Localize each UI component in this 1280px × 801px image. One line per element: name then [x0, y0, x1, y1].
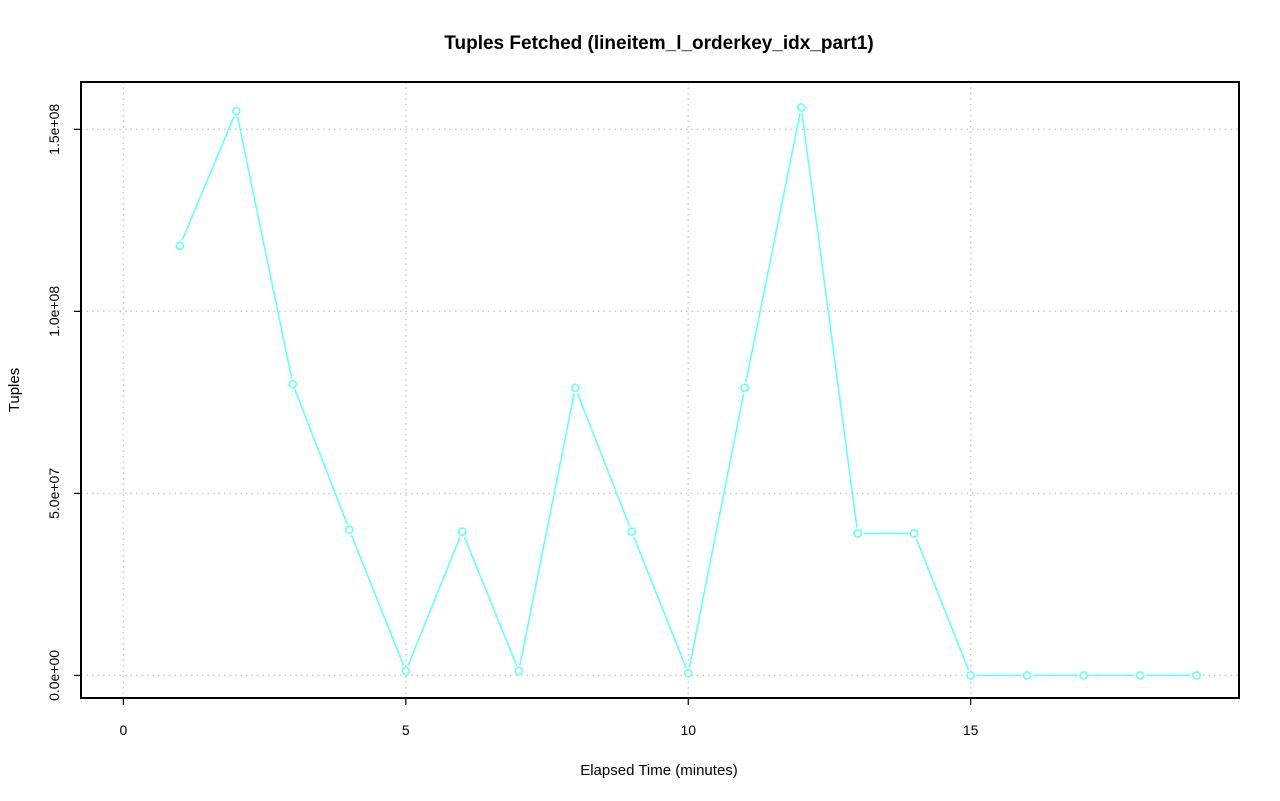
data-point-12: [853, 529, 863, 538]
data-point-15: [1022, 671, 1032, 680]
data-point-16: [1079, 671, 1089, 680]
x-tick-label: 15: [963, 722, 979, 738]
y-tick-label: 1.0e+08: [46, 286, 62, 337]
data-point-3: [344, 525, 354, 535]
plot-frame: [80, 81, 1240, 699]
data-point-4: [401, 666, 411, 676]
y-tick-label: 5.0e+07: [46, 468, 62, 519]
series: [175, 103, 1202, 680]
data-point-13: [909, 529, 919, 538]
y-tick-label: 1.5e+08: [46, 104, 62, 155]
data-point-9: [683, 668, 693, 678]
grid: [81, 82, 1239, 698]
data-point-14: [966, 671, 976, 680]
data-point-11: [796, 103, 806, 112]
data-point-17: [1135, 671, 1145, 680]
y-tick-label: 0.0e+00: [46, 650, 62, 701]
data-point-6: [514, 666, 524, 676]
x-axis-label: Elapsed Time (minutes): [580, 762, 738, 779]
data-point-18: [1192, 671, 1202, 680]
data-point-2: [288, 379, 298, 389]
chart-title: Tuples Fetched (lineitem_l_orderkey_idx_…: [444, 33, 873, 54]
data-point-5: [457, 527, 467, 537]
data-point-1: [231, 106, 241, 116]
series-line: [181, 113, 1191, 677]
x-tick-label: 10: [680, 722, 696, 738]
x-axis: 0 5 10 15: [119, 698, 979, 738]
y-axis-label: Tuples: [6, 368, 23, 412]
data-point-0: [175, 241, 185, 251]
x-tick-label: 0: [119, 722, 127, 738]
data-point-10: [740, 383, 750, 393]
data-point-7: [570, 383, 580, 393]
x-tick-label: 5: [402, 722, 410, 738]
y-axis: 0.0e+00 5.0e+07 1.0e+08 1.5e+08: [46, 104, 81, 701]
data-point-8: [627, 527, 637, 537]
